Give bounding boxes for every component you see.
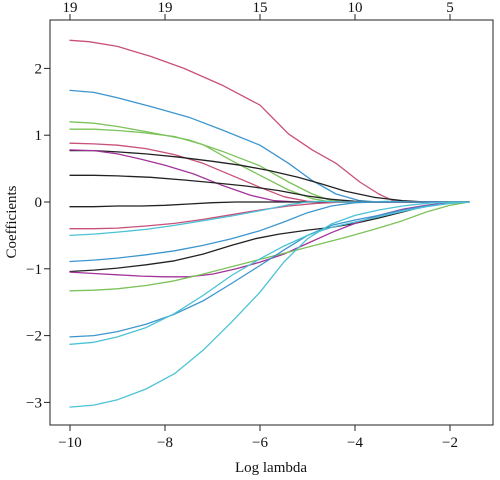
coefficient-path-12	[69, 201, 470, 263]
coefficient-path-1	[69, 39, 470, 203]
x-tick-label-3: −6	[252, 435, 268, 451]
coefficient-path-4	[69, 128, 470, 203]
y-tick-label-3: −1	[26, 262, 42, 278]
coefficient-path-10	[69, 201, 470, 230]
y-tick-label-2: −2	[26, 329, 42, 345]
top-tick-label-5: 5	[446, 0, 454, 16]
x-tick-label-4: −4	[347, 435, 363, 451]
coefficient-path-8	[69, 174, 470, 203]
y-tick-label-6: 2	[35, 61, 43, 77]
coefficient-path-13	[69, 201, 470, 273]
x-axis-title: Log lambda	[235, 460, 307, 476]
coefficient-path-15	[69, 201, 470, 292]
top-tick-label-2: 19	[158, 0, 173, 16]
coefficient-path-3	[69, 121, 470, 203]
x-tick-label-1: −10	[58, 435, 81, 451]
coefficient-path-17	[69, 201, 470, 345]
top-tick-label-4: 10	[348, 0, 363, 16]
coefficient-path-14	[69, 201, 470, 278]
coefficient-path-18	[69, 201, 470, 408]
y-tick-label-1: −3	[26, 395, 42, 411]
y-tick-label-5: 1	[35, 128, 43, 144]
top-tick-label-3: 15	[253, 0, 268, 16]
top-tick-label-1: 19	[63, 0, 78, 16]
coefficient-path-7	[69, 149, 470, 203]
y-tick-label-4: 0	[35, 195, 43, 211]
y-axis-title: Coefficients	[4, 185, 20, 258]
coefficient-path-16	[69, 201, 470, 338]
plot-frame	[49, 19, 494, 426]
coefficient-path-6	[69, 149, 470, 203]
coefficient-path-2	[69, 89, 470, 203]
x-tick-label-5: −2	[442, 435, 458, 451]
coefficient-path-5	[69, 142, 470, 203]
coefficient-path-9	[69, 201, 470, 208]
series-layer	[69, 39, 470, 408]
x-tick-label-2: −8	[157, 435, 173, 451]
